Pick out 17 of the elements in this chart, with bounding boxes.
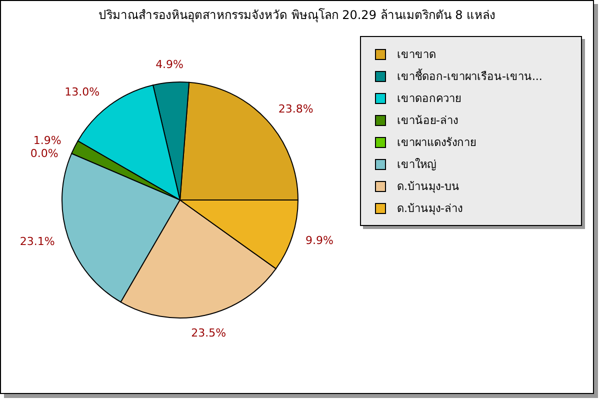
data-label: 4.9%	[156, 58, 184, 71]
data-label: 23.8%	[278, 102, 314, 116]
legend-label: เขาดอกควาย	[397, 91, 461, 107]
text: 0.0%	[30, 147, 58, 160]
data-label: 13.0%	[64, 85, 100, 98]
chart-title: ปริมาณสำรองหินอุตสาหกรรมจังหวัด พิษณุโลก 20.29 ล้านเมตริกตัน 8 แหล่ง	[97, 7, 497, 24]
legend-label: ด.บ้านมุง-ล่าง	[397, 201, 462, 217]
data-label: 9.9%	[306, 234, 334, 247]
legend-label: เขาน้อย-ล่าง	[397, 113, 458, 129]
data-label: 23.5%	[191, 326, 226, 340]
legend-label: เขาขาด	[397, 47, 436, 63]
legend-label: ด.บ้านมุง-บน	[397, 179, 460, 195]
data-label: 1.9%	[33, 134, 62, 148]
data-label: 23.1%	[20, 235, 55, 248]
legend-label: เขาใหญ่	[397, 157, 436, 173]
legend-label: เขาชี้ดอก-เขาผาเรือน-เขาน...	[397, 68, 542, 85]
legend-label: เขาผาแดงรังกาย	[397, 135, 476, 151]
